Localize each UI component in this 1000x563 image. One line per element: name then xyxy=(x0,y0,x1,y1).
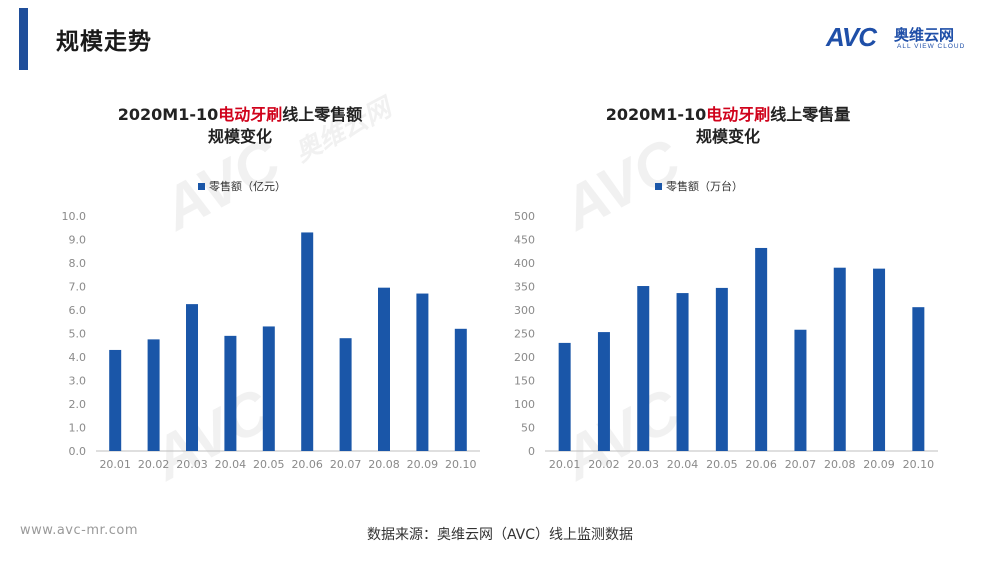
footer-url: www.avc-mr.com xyxy=(20,523,139,538)
y-tick-label: 3.0 xyxy=(69,375,87,388)
bar xyxy=(262,326,275,451)
x-tick-label: 20.07 xyxy=(330,458,362,471)
bar xyxy=(339,338,352,451)
x-tick-label: 20.09 xyxy=(407,458,439,471)
page-title: 规模走势 xyxy=(56,29,152,55)
y-tick-label: 0.0 xyxy=(69,445,87,458)
logo-cn-name: 奥维云网 xyxy=(894,26,955,44)
logo-avc-text: AVC xyxy=(826,22,877,52)
chart-title-left: 2020M1-10电动牙刷线上零售额 规模变化 xyxy=(60,104,420,148)
x-tick-label: 20.03 xyxy=(176,458,208,471)
chart-title-line2: 规模变化 xyxy=(207,127,272,146)
chart-title-highlight: 电动牙刷 xyxy=(706,105,771,124)
y-tick-label: 9.0 xyxy=(69,234,87,247)
y-tick-label: 10.0 xyxy=(62,210,87,223)
x-tick-label: 20.02 xyxy=(138,458,170,471)
chart-title-prefix: 2020M1-10 xyxy=(117,105,219,124)
x-tick-label: 20.05 xyxy=(253,458,285,471)
chart-title-line2: 规模变化 xyxy=(695,127,760,146)
bar xyxy=(454,328,467,451)
chart-title-highlight: 电动牙刷 xyxy=(218,105,283,124)
chart-title-right: 2020M1-10电动牙刷线上零售量 规模变化 xyxy=(548,104,908,148)
x-tick-label: 20.06 xyxy=(291,458,323,471)
x-tick-label: 20.04 xyxy=(215,458,247,471)
chart-legend-left: 零售额（亿元） xyxy=(198,178,286,194)
y-tick-label: 1.0 xyxy=(69,422,87,435)
y-tick-label: 4.0 xyxy=(69,351,87,364)
bar xyxy=(224,335,237,451)
legend-label: 零售额（亿元） xyxy=(209,180,286,193)
legend-swatch xyxy=(198,182,205,190)
chart-title-suffix: 线上零售量 xyxy=(770,105,851,124)
x-tick-label: 20.01 xyxy=(99,458,131,471)
legend-swatch xyxy=(655,182,662,190)
bar xyxy=(186,304,198,451)
x-tick-label: 20.08 xyxy=(368,458,400,471)
chart-legend-right: 零售额（万台） xyxy=(655,178,743,194)
y-tick-label: 2.0 xyxy=(69,398,87,411)
bar xyxy=(416,293,429,451)
bar xyxy=(378,287,390,451)
chart-title-suffix: 线上零售额 xyxy=(282,105,363,124)
brand-logo: AVC 奥维云网 ALL VIEW CLOUD xyxy=(826,22,976,56)
y-tick-label: 7.0 xyxy=(69,281,87,294)
y-tick-label: 8.0 xyxy=(69,257,87,270)
bar xyxy=(109,349,122,451)
legend-label: 零售额（万台） xyxy=(666,180,743,193)
y-tick-label: 5.0 xyxy=(69,328,87,341)
bar xyxy=(147,339,160,451)
y-tick-label: 6.0 xyxy=(69,304,87,317)
logo-en-name: ALL VIEW CLOUD xyxy=(897,43,966,50)
header-accent-bar xyxy=(19,8,28,70)
footer-source: 数据来源：奥维云网（AVC）线上监测数据 xyxy=(366,527,634,543)
chart-title-prefix: 2020M1-10 xyxy=(605,105,707,124)
bar xyxy=(301,232,314,451)
x-tick-label: 20.10 xyxy=(445,458,477,471)
